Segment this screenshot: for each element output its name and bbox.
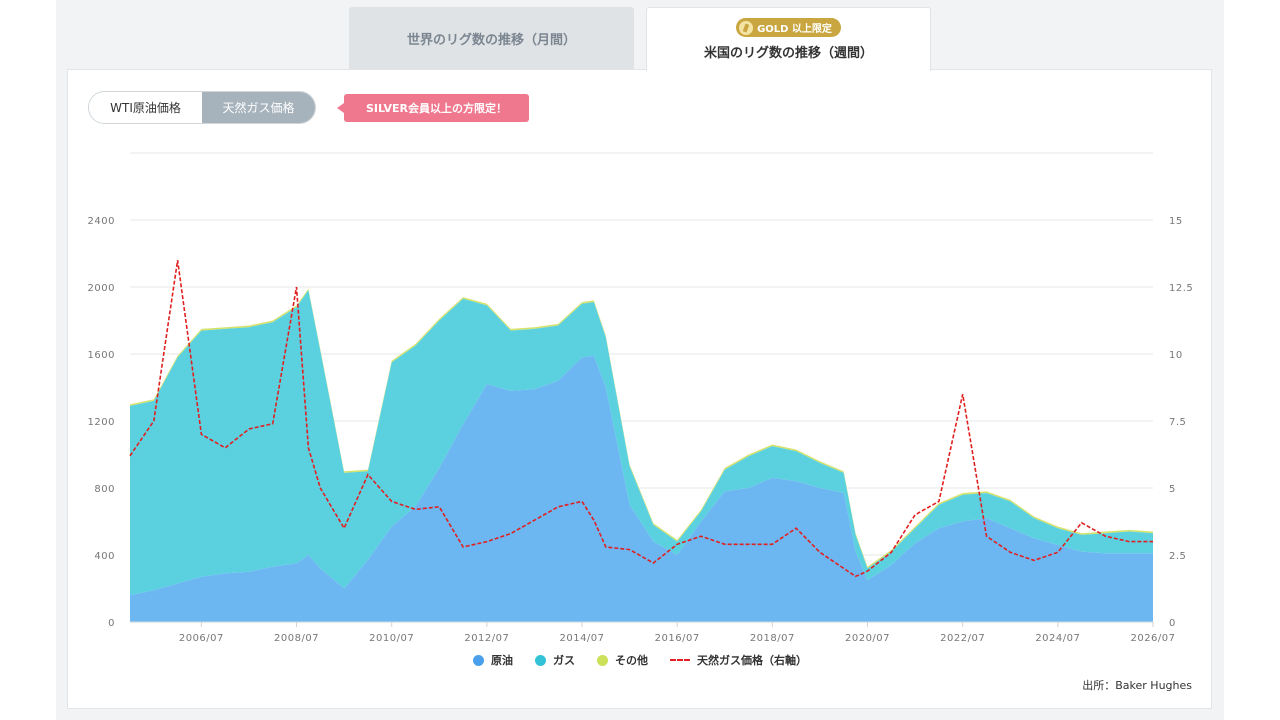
- tab-us-rig-count[interactable]: GOLD 以上限定 米国のリグ数の推移（週間）: [646, 7, 931, 71]
- x-axis: 2006/07 2008/07 2010/07 2012/07 2014/07 2016/…: [130, 621, 1175, 644]
- legend-oil-dot: [473, 654, 484, 666]
- x-tick-label: 2012/07: [464, 633, 509, 644]
- area-oil: [130, 355, 1153, 622]
- y-axis-right: 0 2.5 5 7.5 10 12.5 15: [1169, 216, 1193, 629]
- y-right-tick-label: 5: [1169, 484, 1176, 495]
- silver-members-tag: SILVER会員以上の方限定！: [337, 94, 529, 122]
- x-tick-label: 2018/07: [750, 633, 795, 644]
- y-axis-left: 0 400 800 1200 1600 2000 2400: [88, 216, 115, 629]
- y-left-tick-label: 0: [108, 618, 115, 629]
- y-left-tick-label: 1600: [88, 350, 115, 361]
- gas-price-line: [129, 260, 1153, 578]
- chart-price-line: [129, 260, 1153, 578]
- y-right-tick-label: 0: [1169, 618, 1176, 629]
- y-left-tick-label: 2000: [88, 283, 115, 294]
- x-tick-label: 2024/07: [1035, 633, 1080, 644]
- toggle-wti-button[interactable]: WTI原油価格: [89, 92, 202, 123]
- y-right-tick-label: 12.5: [1169, 283, 1193, 294]
- legend-gas-label: ガス: [553, 654, 575, 667]
- gold-badge: GOLD 以上限定: [736, 18, 841, 37]
- y-right-tick-label: 2.5: [1169, 551, 1186, 562]
- chart-legend: 原油 ガス その他 天然ガス価格（右軸）: [0, 652, 1280, 668]
- legend-other-dot: [597, 654, 608, 666]
- x-tick-label: 2008/07: [274, 633, 319, 644]
- y-left-tick-label: 800: [94, 484, 115, 495]
- gold-badge-label: GOLD 以上限定: [757, 24, 832, 35]
- x-tick-label: 2014/07: [559, 633, 604, 644]
- legend-oil-label: 原油: [491, 654, 513, 667]
- y-right-tick-label: 15: [1169, 216, 1183, 227]
- toggle-gas-button[interactable]: 天然ガス価格: [202, 92, 315, 123]
- legend-gas-price-dash: [670, 659, 690, 661]
- tab-us-rig-count-label: 米国のリグ数の推移（週間）: [703, 46, 873, 61]
- tab-world-rig-count-label: 世界のリグ数の推移（月間）: [406, 32, 576, 48]
- legend-gas-dot: [535, 654, 546, 666]
- x-tick-label: 2022/07: [940, 633, 985, 644]
- price-toggle[interactable]: WTI原油価格 天然ガス価格: [88, 91, 316, 124]
- legend-item-gas[interactable]: ガス: [535, 652, 575, 668]
- y-left-tick-label: 2400: [88, 216, 115, 227]
- legend-other-label: その他: [615, 654, 648, 667]
- y-right-tick-label: 10: [1169, 350, 1183, 361]
- x-tick-label: 2006/07: [179, 633, 224, 644]
- y-left-tick-label: 400: [94, 551, 115, 562]
- legend-item-gas-price[interactable]: 天然ガス価格（右軸）: [670, 652, 807, 668]
- legend-item-other[interactable]: その他: [597, 652, 648, 668]
- y-left-tick-label: 1200: [88, 417, 115, 428]
- chart-areas: [130, 288, 1153, 622]
- y-right-tick-label: 7.5: [1169, 417, 1186, 428]
- x-tick-label: 2016/07: [655, 633, 700, 644]
- x-tick-label: 2026/07: [1130, 633, 1175, 644]
- legend-gas-price-label: 天然ガス価格（右軸）: [697, 654, 807, 667]
- area-gas: [130, 290, 1153, 596]
- x-tick-label: 2020/07: [845, 633, 890, 644]
- source-note: 出所：Baker Hughes: [1082, 679, 1192, 692]
- legend-item-oil[interactable]: 原油: [473, 652, 513, 668]
- x-tick-label: 2010/07: [369, 633, 414, 644]
- gold-medal-icon: [739, 20, 754, 35]
- tab-world-rig-count[interactable]: 世界のリグ数の推移（月間）: [349, 7, 634, 69]
